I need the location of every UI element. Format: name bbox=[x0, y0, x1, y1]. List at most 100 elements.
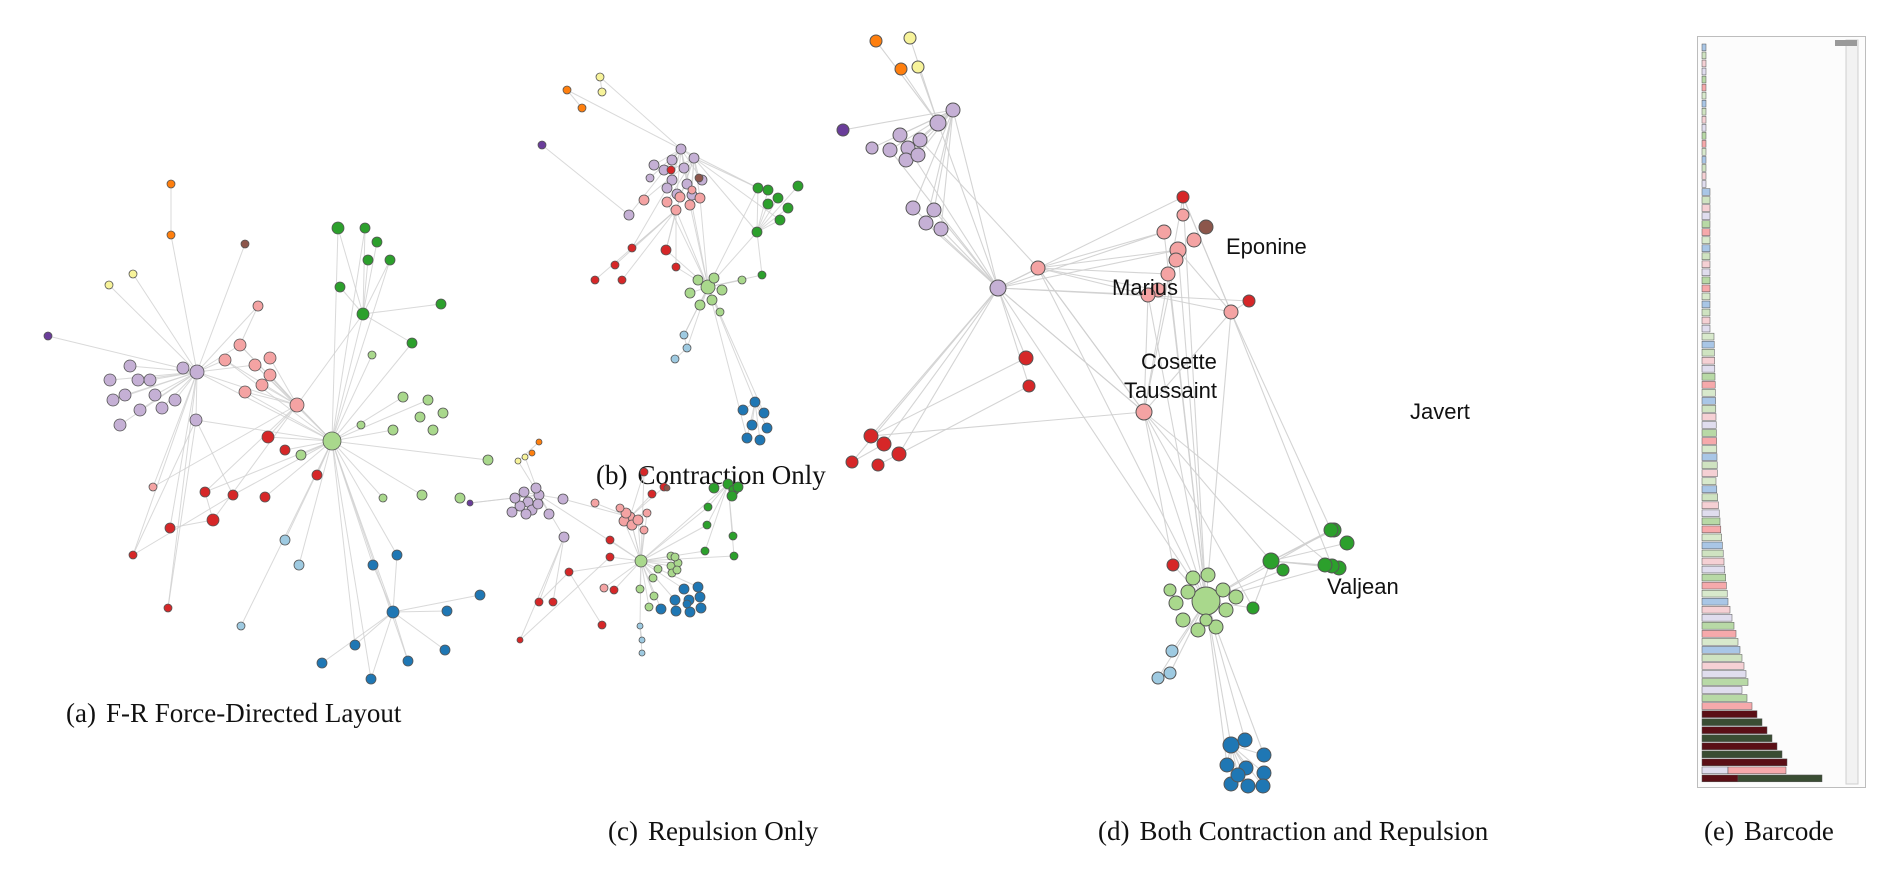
contraction-edge bbox=[676, 148, 682, 195]
fr-edge bbox=[331, 440, 356, 646]
contraction-node bbox=[562, 85, 572, 95]
barcode-bar bbox=[1701, 324, 1711, 333]
barcode-bar bbox=[1701, 541, 1723, 550]
barcode-bar bbox=[1701, 469, 1718, 477]
fr-edge bbox=[244, 391, 298, 406]
fr-node bbox=[322, 431, 342, 451]
contraction-node bbox=[670, 354, 680, 364]
repulsion-edge bbox=[629, 471, 645, 518]
barcode-bar bbox=[1701, 734, 1773, 742]
crp-edge bbox=[1143, 411, 1272, 562]
repulsion-node bbox=[548, 597, 558, 607]
crp-node bbox=[892, 127, 908, 143]
fr-node bbox=[155, 401, 169, 415]
caption-d: (d) Both Contraction and Repulsion bbox=[1098, 816, 1488, 847]
repulsion-node bbox=[557, 493, 569, 505]
barcode-bar bbox=[1701, 758, 1788, 766]
fr-edge bbox=[169, 371, 198, 529]
scrollbar-thumb-icon[interactable] bbox=[1835, 40, 1857, 46]
fr-node bbox=[454, 492, 466, 504]
fr-node bbox=[365, 673, 377, 685]
caption-a-tag: (a) bbox=[66, 698, 96, 728]
contraction-node bbox=[692, 274, 704, 286]
barcode-bar bbox=[1701, 533, 1722, 542]
crp-node bbox=[882, 142, 898, 158]
crp-node bbox=[1135, 403, 1153, 421]
crp-node bbox=[929, 114, 947, 132]
repulsion-node bbox=[663, 484, 671, 492]
crp-edge bbox=[1147, 294, 1232, 313]
crp-edge bbox=[940, 228, 999, 289]
crp-node bbox=[989, 279, 1007, 297]
fr-edge bbox=[169, 519, 214, 529]
panel-repulsion: (c) Repulsion Only bbox=[466, 438, 940, 870]
barcode-bar bbox=[1701, 91, 1707, 100]
repulsion-node bbox=[635, 584, 645, 594]
fr-node bbox=[263, 351, 277, 365]
fr-edge bbox=[195, 371, 198, 421]
fr-node bbox=[248, 358, 262, 372]
crp-node bbox=[1200, 567, 1216, 583]
fr-node bbox=[435, 298, 447, 310]
barcode-bar bbox=[1701, 99, 1707, 108]
crp-node bbox=[1223, 304, 1239, 320]
fr-edge bbox=[196, 344, 241, 373]
contraction-edge bbox=[675, 209, 709, 288]
fr-edge bbox=[267, 436, 333, 442]
fr-node bbox=[439, 644, 451, 656]
barcode-bar bbox=[1701, 300, 1711, 309]
barcode-bar bbox=[1701, 389, 1716, 397]
repulsion-node bbox=[520, 508, 532, 520]
fr-edge bbox=[331, 440, 423, 496]
crp-node bbox=[1163, 666, 1177, 680]
barcode-bar bbox=[1701, 565, 1726, 574]
fr-edge bbox=[232, 440, 333, 496]
fr-node bbox=[359, 222, 371, 234]
crp-edge bbox=[1143, 411, 1254, 609]
crp-node bbox=[876, 436, 892, 452]
fr-edge bbox=[392, 611, 409, 662]
fr-edge bbox=[331, 227, 339, 442]
fr-node bbox=[227, 489, 239, 501]
crp-edge bbox=[1037, 231, 1165, 269]
contraction-node bbox=[700, 279, 716, 295]
crp-node bbox=[1256, 747, 1272, 763]
crp-node bbox=[1198, 219, 1214, 235]
barcode-bar bbox=[1701, 132, 1707, 140]
repulsion-node bbox=[702, 520, 712, 530]
barcode-bar bbox=[1701, 581, 1727, 590]
fr-edge bbox=[321, 611, 394, 664]
repulsion-node bbox=[670, 605, 682, 617]
repulsion-node bbox=[532, 498, 544, 510]
crp-node bbox=[905, 200, 921, 216]
barcode-bar bbox=[1701, 276, 1711, 285]
contraction-node bbox=[758, 407, 770, 419]
contraction-node bbox=[751, 226, 763, 238]
repulsion-edge bbox=[640, 524, 708, 562]
fr-node bbox=[279, 444, 291, 456]
fr-edge bbox=[212, 404, 298, 521]
barcode-bar bbox=[1701, 188, 1711, 196]
repulsion-node bbox=[632, 514, 644, 526]
contraction-node bbox=[666, 165, 676, 175]
crp-node bbox=[1185, 570, 1201, 586]
fr-edge bbox=[331, 440, 398, 556]
fr-edge bbox=[331, 342, 413, 442]
crp-edge bbox=[1037, 267, 1145, 413]
barcode-bar bbox=[1701, 694, 1748, 702]
caption-e-tag: (e) bbox=[1704, 816, 1734, 846]
contraction-edge bbox=[594, 209, 677, 281]
contraction-node bbox=[716, 284, 728, 296]
fr-node bbox=[252, 300, 264, 312]
crp-edge bbox=[1230, 311, 1333, 567]
fr-edge bbox=[204, 404, 298, 493]
fr-edge bbox=[392, 611, 446, 651]
fr-node bbox=[259, 491, 271, 503]
repulsion-edge bbox=[640, 471, 645, 562]
fr-node bbox=[295, 449, 307, 461]
crp-edge bbox=[997, 287, 1207, 602]
contraction-edge bbox=[707, 187, 759, 288]
caption-e-text: Barcode bbox=[1743, 816, 1834, 846]
scrollbar-track[interactable] bbox=[1845, 39, 1859, 785]
contraction-edge bbox=[756, 189, 769, 233]
